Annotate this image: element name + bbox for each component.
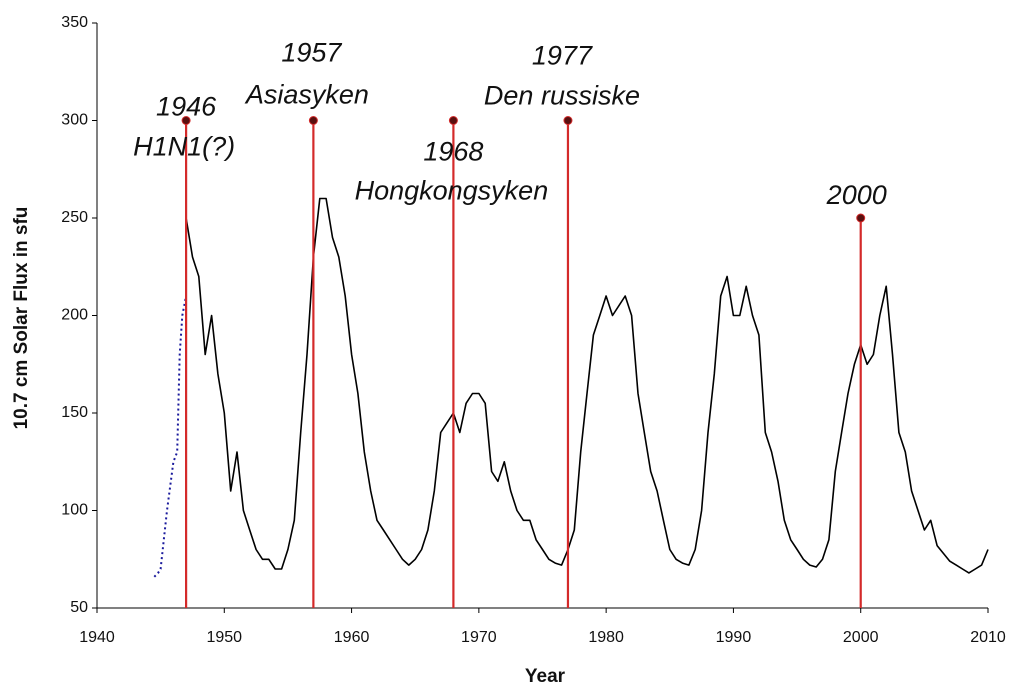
y-tick-label: 50: [70, 599, 88, 616]
event-marker: [448, 116, 458, 125]
x-tick-label: 1950: [206, 629, 242, 646]
x-tick-label: 2010: [970, 629, 1006, 646]
event-marker: [181, 116, 191, 125]
y-tick-label: 250: [61, 209, 88, 226]
x-tick-label: 2000: [843, 629, 879, 646]
event-label: 2000: [826, 180, 887, 210]
y-axis-label: 10.7 cm Solar Flux in sfu: [11, 207, 32, 430]
data-line: [185, 197, 989, 574]
y-tick-label: 350: [61, 14, 88, 31]
event-label: Hongkongsyken: [355, 176, 549, 206]
event-label: 1957: [281, 38, 342, 68]
event-label: 1946: [156, 92, 217, 122]
x-tick-label: 1980: [588, 629, 624, 646]
x-tick-label: 1990: [716, 629, 752, 646]
x-tick-label: 1960: [334, 629, 370, 646]
y-tick-label: 300: [61, 112, 88, 129]
x-tick-label: 1940: [79, 629, 115, 646]
event-label: Den russiske: [484, 81, 640, 111]
x-tick-label: 1970: [461, 629, 497, 646]
event-label: Asiasyken: [244, 80, 369, 110]
y-tick-label: 200: [61, 307, 88, 324]
event-marker: [308, 116, 318, 125]
y-tick-label: 150: [61, 404, 88, 421]
event-label: 1968: [423, 137, 483, 167]
event-marker: [856, 213, 866, 223]
data-line: [153, 295, 188, 578]
x-axis-label: Year: [525, 666, 566, 687]
event-marker: [563, 116, 573, 125]
event-label: 1977: [532, 41, 593, 71]
event-label: H1N1(?): [133, 132, 235, 162]
y-tick-label: 100: [61, 502, 88, 519]
